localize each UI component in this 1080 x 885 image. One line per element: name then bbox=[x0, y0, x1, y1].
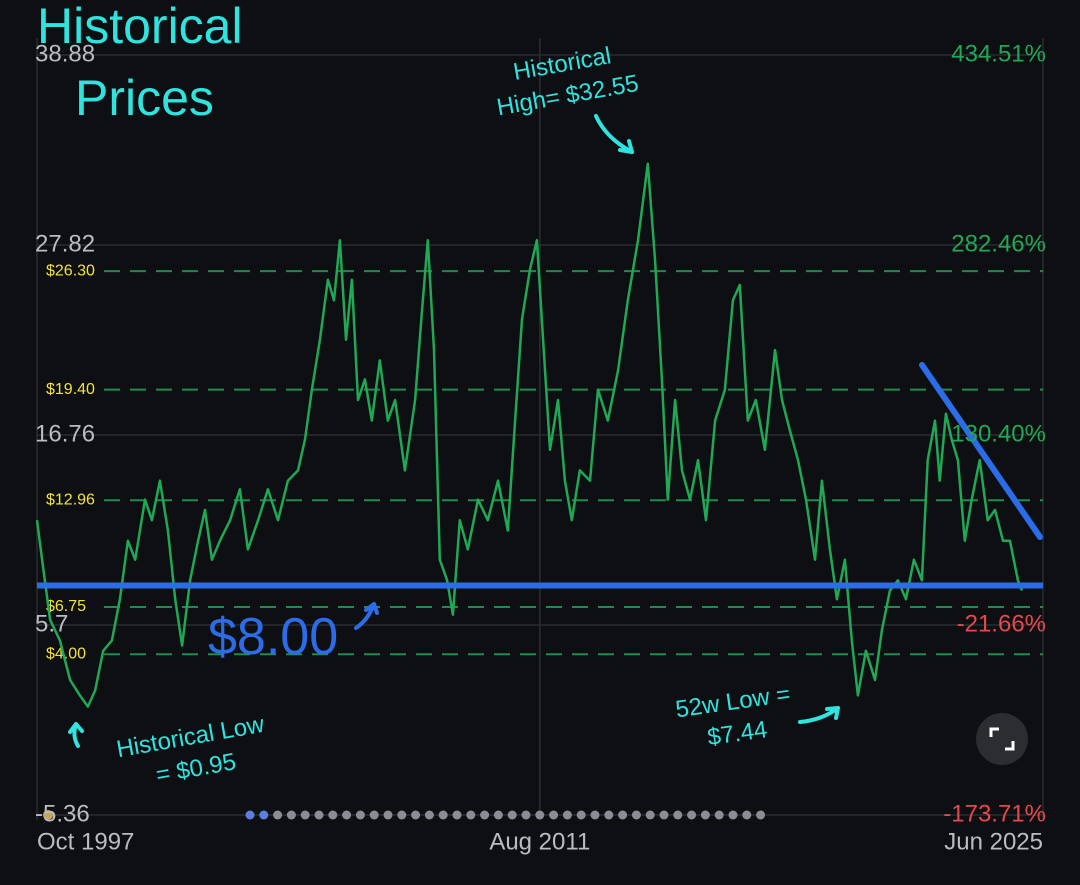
marker-dot bbox=[43, 810, 53, 820]
level-label: $19.40 bbox=[46, 381, 95, 398]
chart-title: Historical bbox=[37, 0, 243, 54]
page-dot bbox=[452, 810, 462, 820]
fullscreen-button[interactable] bbox=[976, 713, 1028, 765]
page-dot bbox=[369, 810, 379, 820]
arrow bbox=[354, 602, 379, 630]
y2-tick-label: -173.71% bbox=[943, 800, 1046, 827]
page-dot bbox=[604, 810, 614, 820]
page-dot bbox=[397, 810, 407, 820]
page-dot bbox=[273, 810, 283, 820]
annotation: Historical Low = $0.95 bbox=[114, 711, 266, 789]
page-dot bbox=[687, 810, 697, 820]
y2-tick-label: 130.40% bbox=[951, 420, 1046, 447]
page-dot bbox=[355, 810, 365, 820]
arrow bbox=[68, 722, 84, 748]
page-dot bbox=[618, 810, 628, 820]
page-dot bbox=[286, 810, 296, 820]
page-dot bbox=[700, 810, 710, 820]
annotation: Historical High= $32.55 bbox=[495, 42, 641, 121]
x-tick-label: Oct 1997 bbox=[37, 828, 134, 855]
arrow bbox=[798, 706, 840, 724]
page-dot bbox=[328, 810, 338, 820]
plot bbox=[35, 162, 1043, 708]
page-dot bbox=[480, 810, 490, 820]
page-dot bbox=[245, 810, 255, 820]
page-dot bbox=[411, 810, 421, 820]
page-dot bbox=[342, 810, 352, 820]
page-dot bbox=[300, 810, 310, 820]
page-dot bbox=[728, 810, 738, 820]
page-dot bbox=[590, 810, 600, 820]
grid bbox=[36, 38, 1044, 820]
page-dot bbox=[259, 810, 269, 820]
page-dot bbox=[383, 810, 393, 820]
level-label: $6.75 bbox=[46, 598, 86, 615]
x-tick-label: Jun 2025 bbox=[944, 828, 1043, 855]
level-label: $4.00 bbox=[46, 645, 86, 662]
page-dot bbox=[535, 810, 545, 820]
page-dot bbox=[521, 810, 531, 820]
y2-tick-label: -21.66% bbox=[957, 610, 1046, 637]
page-dot bbox=[438, 810, 448, 820]
button-icon bbox=[989, 727, 1015, 751]
page-dot bbox=[549, 810, 559, 820]
levels: $26.30 $19.40 $12.96 $6.75 $4.00 bbox=[46, 262, 1043, 662]
page-dot bbox=[714, 810, 724, 820]
annotation-text: $7.44 bbox=[706, 716, 769, 751]
arrow bbox=[594, 114, 634, 154]
button-bg[interactable] bbox=[976, 713, 1028, 765]
y-tick-label: 27.82 bbox=[35, 230, 95, 257]
trend-line bbox=[919, 362, 1043, 540]
page-dot bbox=[507, 810, 517, 820]
page-dot bbox=[576, 810, 586, 820]
page-dot bbox=[631, 810, 641, 820]
page-dot bbox=[314, 810, 324, 820]
pagination-dots bbox=[245, 810, 766, 820]
page-dot bbox=[659, 810, 669, 820]
annotation: 52w Low = $7.44 bbox=[674, 681, 792, 752]
page-dot bbox=[424, 810, 434, 820]
price-line bbox=[35, 162, 1024, 708]
y-tick-label: 38.88 bbox=[35, 40, 95, 67]
y2-tick-label: 282.46% bbox=[951, 230, 1046, 257]
page-dot bbox=[493, 810, 503, 820]
page-dot bbox=[756, 810, 766, 820]
x-tick-label: Aug 2011 bbox=[489, 828, 590, 855]
page-dot bbox=[742, 810, 752, 820]
page-dot bbox=[673, 810, 683, 820]
page-dot bbox=[466, 810, 476, 820]
chart-title: Prices bbox=[75, 70, 214, 126]
y-tick-label: 16.76 bbox=[35, 420, 95, 447]
y-tick-label: -5.36 bbox=[35, 800, 90, 827]
y-tick-label: 5.7 bbox=[35, 610, 68, 637]
page-dot bbox=[645, 810, 655, 820]
reference-label: $8.00 bbox=[208, 608, 338, 666]
level-label: $26.30 bbox=[46, 262, 95, 279]
annotation-text: 52w Low = bbox=[674, 681, 792, 724]
y2-tick-label: 434.51% bbox=[951, 40, 1046, 67]
level-label: $12.96 bbox=[46, 491, 95, 508]
page-dot bbox=[562, 810, 572, 820]
